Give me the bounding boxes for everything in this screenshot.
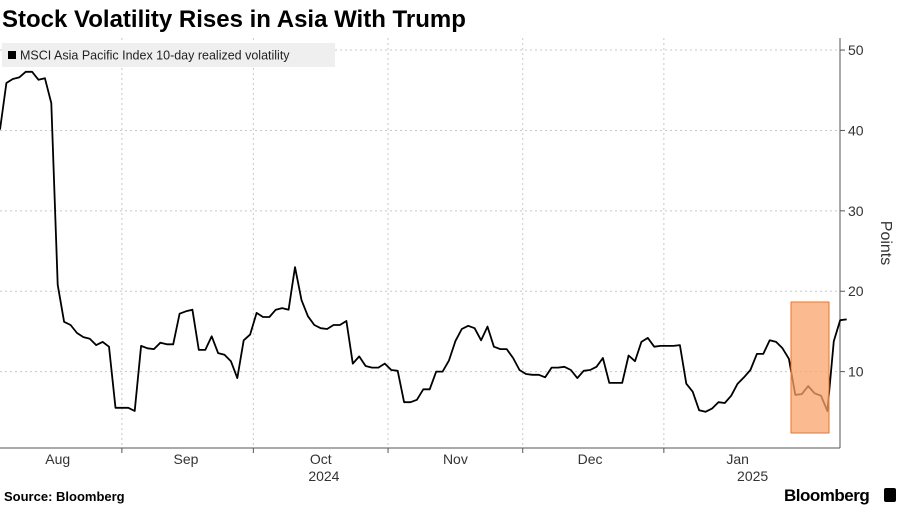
x-tick-label: Sep	[174, 451, 199, 467]
legend-label: MSCI Asia Pacific Index 10-day realized …	[20, 49, 290, 63]
year-label: 2025	[737, 468, 768, 484]
y-tick-label: 20	[848, 283, 864, 299]
year-label: 2024	[308, 468, 339, 484]
legend-background	[2, 43, 335, 67]
y-tick-label: 50	[848, 42, 864, 58]
chart-title: Stock Volatility Rises in Asia With Trum…	[2, 6, 466, 33]
x-tick-label: Oct	[310, 451, 332, 467]
logo-icon	[884, 488, 896, 502]
x-tick-label: Dec	[578, 451, 603, 467]
x-tick-label: Aug	[45, 451, 70, 467]
logo: Bloomberg	[784, 486, 869, 505]
y-axis-title: Points	[877, 221, 894, 265]
legend-swatch	[8, 51, 16, 59]
legend: MSCI Asia Pacific Index 10-day realized …	[2, 43, 335, 67]
x-tick-label: Nov	[443, 451, 468, 467]
y-tick-label: 40	[848, 122, 864, 138]
y-tick-label: 30	[848, 203, 864, 219]
plot-area: 10 20 30 40 50 Aug Sep Oct Nov Dec Jan 2024 2025	[0, 38, 864, 484]
data-line	[0, 70, 847, 413]
source: Source: Bloomberg	[4, 489, 125, 504]
highlight-box	[790, 301, 830, 434]
x-tick-label: Jan	[726, 451, 749, 467]
y-tick-label: 10	[848, 364, 864, 380]
